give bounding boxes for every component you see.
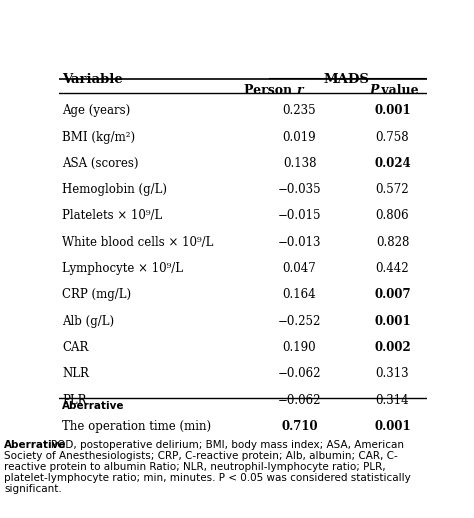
Text: −0.015: −0.015 [278,209,321,222]
Text: 0.001: 0.001 [374,314,411,327]
Text: ASA (scores): ASA (scores) [63,157,139,170]
Text: 0.138: 0.138 [283,157,316,170]
Text: 0.828: 0.828 [376,236,409,249]
Text: Age (years): Age (years) [63,104,131,117]
Text: −0.252: −0.252 [278,314,321,327]
Text: −0.035: −0.035 [278,183,321,196]
Text: 0.001: 0.001 [374,104,411,117]
Text: BMI (kg/m²): BMI (kg/m²) [63,131,136,143]
Text: 0.313: 0.313 [376,367,410,380]
Text: −0.062: −0.062 [278,367,321,380]
Text: Lymphocyte × 10⁹/L: Lymphocyte × 10⁹/L [63,262,183,275]
Text: −0.062: −0.062 [278,394,321,407]
Text: r: r [296,84,303,97]
Text: : POD, postoperative delirium; BMI, body mass index; ASA, American: : POD, postoperative delirium; BMI, body… [44,440,404,450]
Text: 0.047: 0.047 [283,262,316,275]
Text: 0.001: 0.001 [374,420,411,433]
Text: reactive protein to albumin Ratio; NLR, neutrophil-lymphocyte ratio; PLR,: reactive protein to albumin Ratio; NLR, … [4,462,386,472]
Text: Variable: Variable [63,73,123,86]
Text: White blood cells × 10⁹/L: White blood cells × 10⁹/L [63,236,214,249]
Text: PLR: PLR [63,394,87,407]
Text: Alb (g/L): Alb (g/L) [63,314,115,327]
Text: CRP (mg/L): CRP (mg/L) [63,289,131,301]
Text: platelet-lymphocyte ratio; min, minutes. P < 0.05 was considered statistically: platelet-lymphocyte ratio; min, minutes.… [4,473,411,483]
Text: Hemoglobin (g/L): Hemoglobin (g/L) [63,183,167,196]
Text: 0.806: 0.806 [376,209,410,222]
Text: 0.024: 0.024 [374,157,411,170]
Text: Person: Person [244,84,296,97]
Text: P: P [369,84,379,97]
Text: value: value [377,84,419,97]
Text: significant.: significant. [4,484,62,494]
Text: CAR: CAR [63,341,89,354]
Text: 0.007: 0.007 [374,289,411,301]
Text: 0.002: 0.002 [374,341,411,354]
Text: NLR: NLR [63,367,89,380]
Text: 0.710: 0.710 [281,420,318,433]
Text: The operation time (min): The operation time (min) [63,420,211,433]
Text: Platelets × 10⁹/L: Platelets × 10⁹/L [63,209,163,222]
Text: MADS: MADS [323,73,369,86]
Text: 0.190: 0.190 [283,341,316,354]
Text: 0.572: 0.572 [376,183,410,196]
Text: Aberrative: Aberrative [4,440,66,450]
Text: 0.164: 0.164 [283,289,316,301]
Text: 0.442: 0.442 [376,262,410,275]
Text: 0.758: 0.758 [376,131,410,143]
Text: 0.019: 0.019 [283,131,316,143]
Text: 0.314: 0.314 [376,394,410,407]
Text: Aberrative: Aberrative [63,401,125,411]
Text: 0.235: 0.235 [283,104,316,117]
Text: Society of Anesthesiologists; CRP, C-reactive protein; Alb, albumin; CAR, C-: Society of Anesthesiologists; CRP, C-rea… [4,451,398,461]
Text: −0.013: −0.013 [278,236,321,249]
